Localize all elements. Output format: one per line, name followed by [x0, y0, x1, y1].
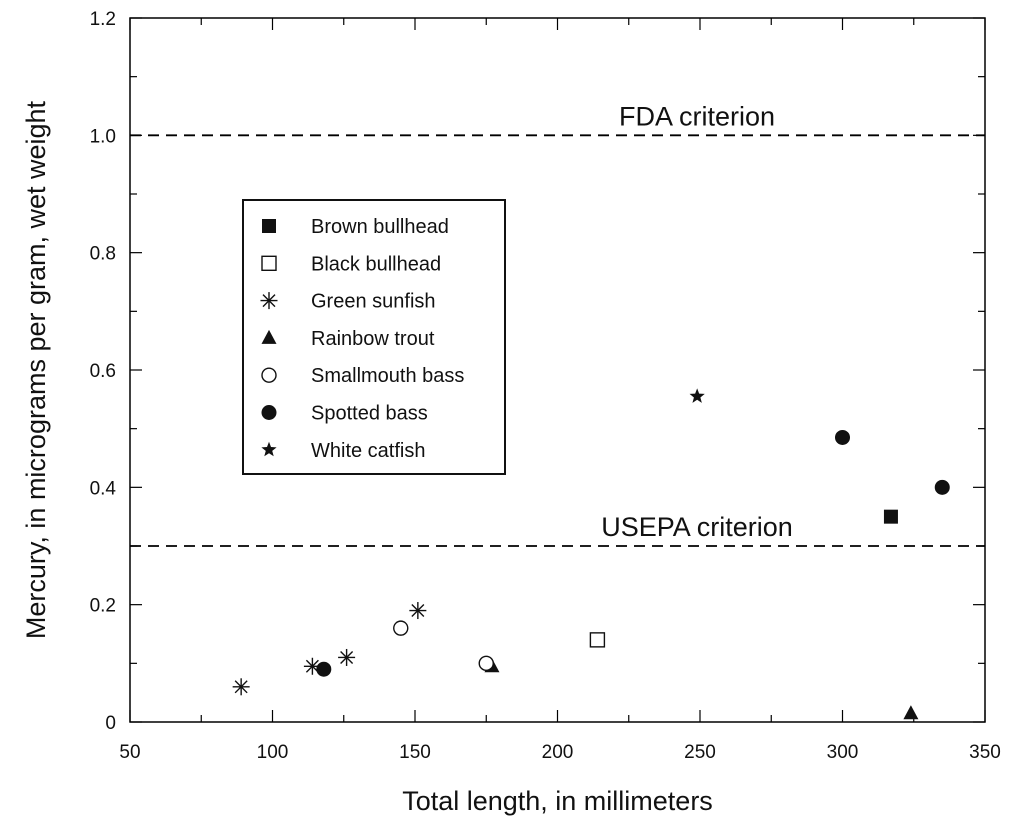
reference-lines: FDA criterion USEPA criterion: [130, 101, 985, 547]
y-tick-label: 1.2: [90, 9, 116, 30]
y-tick-label: 0.4: [90, 478, 117, 499]
y-tick-label: 1.0: [90, 126, 116, 147]
data-point: [934, 479, 950, 495]
data-point: [903, 705, 919, 720]
legend-entry: Smallmouth bass: [311, 365, 464, 387]
data-point: [478, 655, 494, 672]
reference-line-label: FDA criterion: [619, 101, 775, 131]
legend: Brown bullhead Black bullhead Green sunfis…: [242, 199, 506, 475]
x-tick-label: 350: [969, 742, 1001, 763]
data-point: [689, 388, 705, 403]
y-tick-label: 0.2: [90, 596, 116, 617]
data-point: [316, 661, 332, 677]
x-tick-label: 150: [399, 742, 431, 763]
legend-marker: [261, 405, 277, 420]
legend-marker: [262, 219, 276, 233]
legend-marker: [260, 292, 278, 310]
y-tick-label: 0.6: [90, 361, 116, 382]
legend-entry: White catfish: [311, 440, 425, 462]
data-points: [232, 388, 950, 720]
x-axis-title: Total length, in millimeters: [402, 786, 713, 816]
legend-entry: Spotted bass: [311, 403, 428, 425]
data-point: [883, 509, 898, 524]
legend-entry: Black bullhead: [311, 253, 441, 275]
y-tick-label: 0: [105, 713, 116, 734]
x-tick-label: 250: [684, 742, 716, 763]
x-tick-label: 200: [542, 742, 574, 763]
legend-marker: [261, 441, 277, 457]
legend-entry: Green sunfish: [311, 291, 436, 313]
axis-ticks: 50 100 150 200 250 300 350 0 0.2 0.4 0.6 0.8 1.0 1.2: [90, 9, 1001, 763]
reference-line-label: USEPA criterion: [601, 512, 793, 542]
data-point: [589, 632, 606, 648]
x-tick-label: 50: [119, 742, 140, 763]
y-tick-label: 0.8: [90, 244, 116, 265]
data-point: [338, 648, 356, 666]
data-point: [232, 678, 250, 696]
data-point: [393, 620, 409, 636]
legend-marker: [261, 367, 277, 383]
plot-frame: [129, 17, 986, 723]
data-point: [409, 602, 427, 620]
legend-box: [242, 199, 506, 475]
x-tick-label: 300: [827, 742, 859, 763]
legend-marker: [261, 329, 277, 344]
legend-entry: Rainbow trout: [311, 328, 435, 350]
legend-entry: Brown bullhead: [311, 216, 449, 238]
legend-marker: [261, 255, 277, 271]
y-axis-title: Mercury, in micrograms per gram, wet wei…: [21, 100, 51, 639]
data-point: [835, 429, 850, 445]
x-tick-label: 100: [257, 742, 289, 763]
